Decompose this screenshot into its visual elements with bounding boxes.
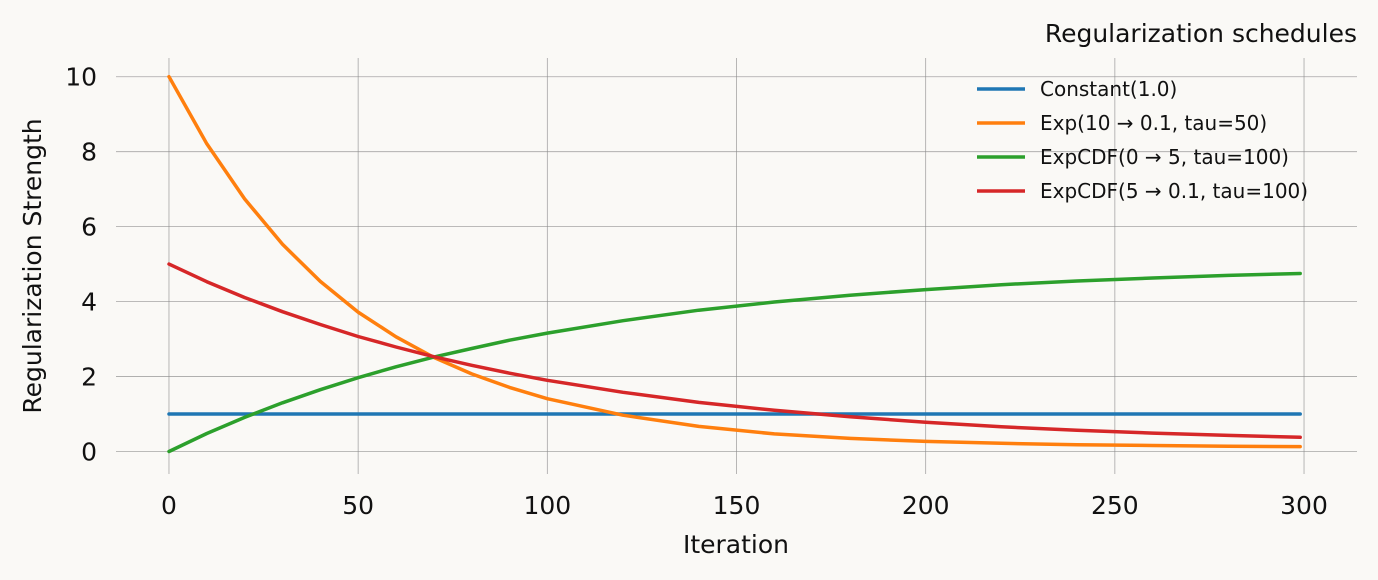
y-tick-label: 8 (81, 138, 97, 167)
legend-label: Constant(1.0) (1040, 77, 1177, 101)
grid (116, 58, 1357, 474)
y-tick-label: 0 (81, 438, 97, 467)
y-tick-label: 6 (81, 213, 97, 242)
y-tick-label: 4 (81, 288, 97, 317)
y-tick-label: 10 (65, 63, 97, 92)
x-axis-label: Iteration (683, 530, 789, 559)
y-axis-ticks: 0 2 4 6 8 10 (65, 63, 97, 467)
x-tick-label: 0 (161, 491, 177, 520)
x-axis-ticks: 0 50 100 150 200 250 300 (161, 491, 1328, 520)
legend-label: ExpCDF(0 → 5, tau=100) (1040, 145, 1289, 169)
y-tick-label: 2 (81, 363, 97, 392)
legend-label: Exp(10 → 0.1, tau=50) (1040, 111, 1267, 135)
series-lines (167, 74, 1302, 454)
series-line-3 (167, 271, 1302, 454)
chart-title: Regularization schedules (1045, 19, 1357, 48)
y-axis-label: Regularization Strength (18, 118, 47, 413)
x-tick-label: 300 (1280, 491, 1328, 520)
legend: Constant(1.0) Exp(10 → 0.1, tau=50) ExpCDF… (977, 77, 1308, 203)
x-tick-label: 100 (523, 491, 571, 520)
legend-label: ExpCDF(5 → 0.1, tau=100) (1040, 179, 1308, 203)
x-tick-label: 250 (1091, 491, 1139, 520)
x-tick-label: 50 (342, 491, 374, 520)
x-tick-label: 150 (713, 491, 761, 520)
series-line-2 (167, 74, 1302, 449)
x-tick-label: 200 (902, 491, 950, 520)
series-line-4 (167, 262, 1302, 440)
